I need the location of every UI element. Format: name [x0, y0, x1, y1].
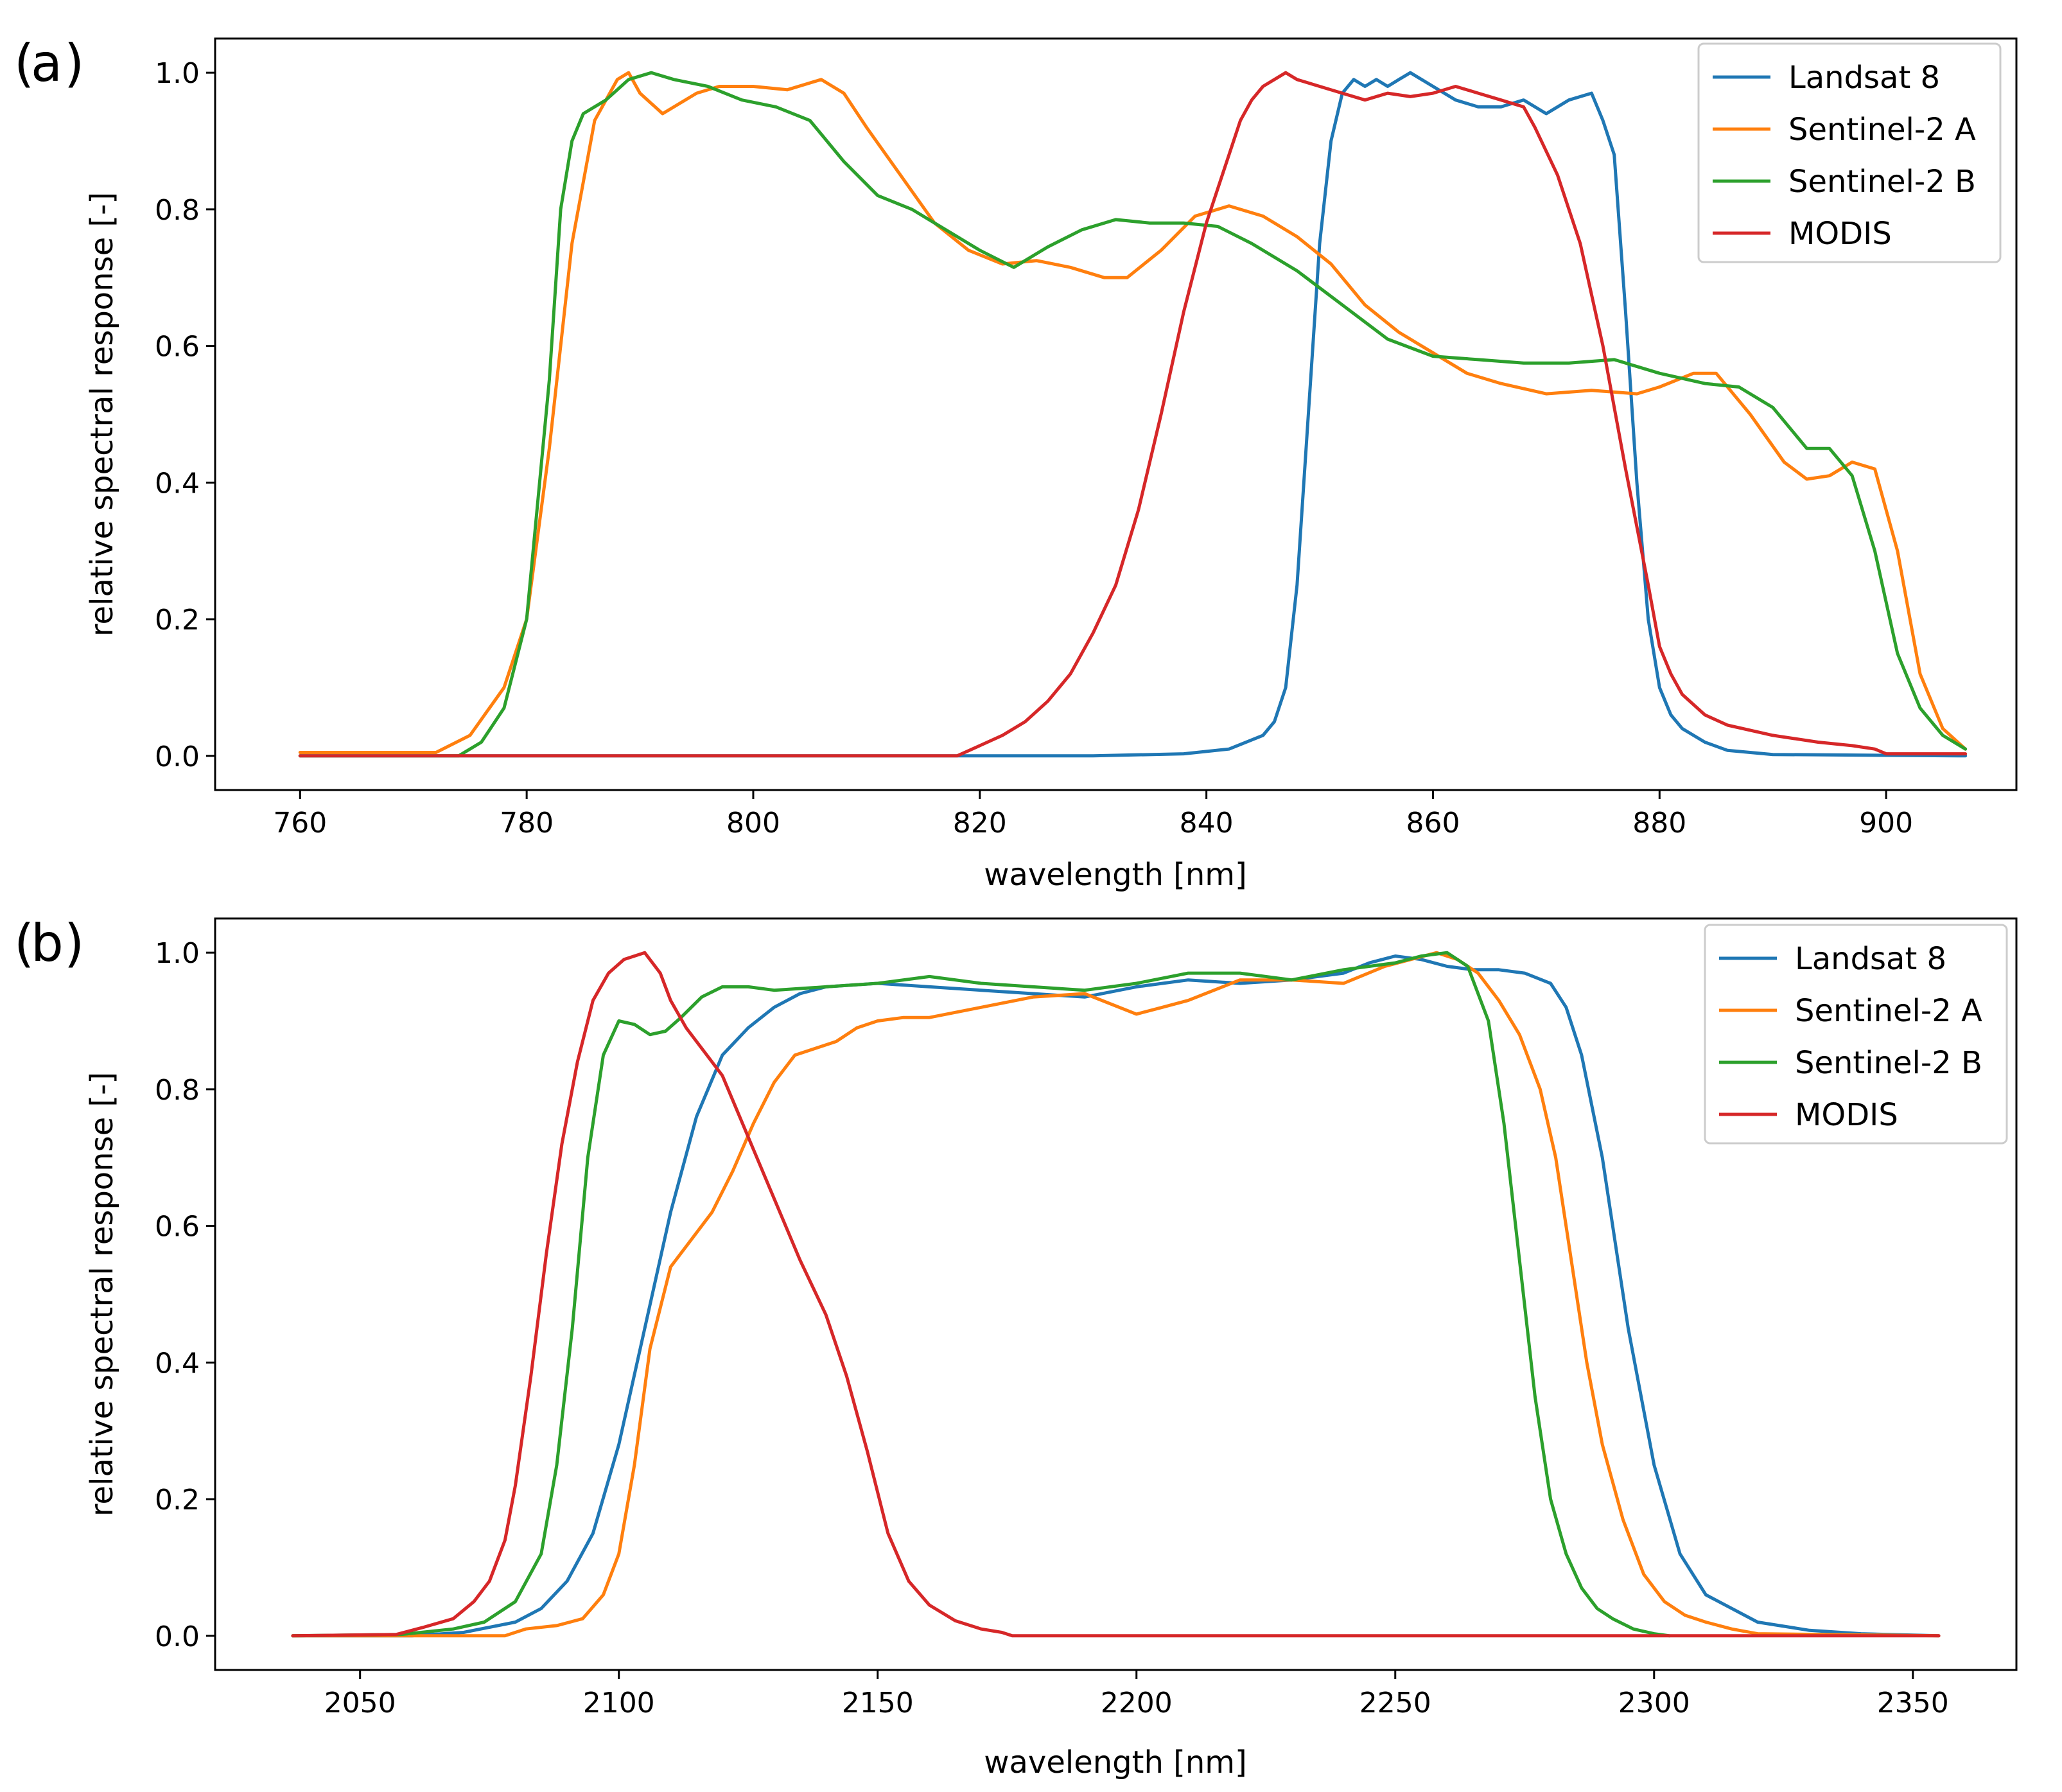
panel-b-label: b [31, 913, 64, 973]
y-tick-label: 0.2 [155, 604, 200, 637]
legend-entry-label: MODIS [1795, 1097, 1898, 1133]
legend-box [1697, 42, 2002, 263]
x-tick-label: 2050 [324, 1687, 396, 1719]
x-tick-label: 2250 [1359, 1687, 1431, 1719]
legend-entry-label: MODIS [1788, 216, 1892, 252]
y-tick-label: 0.4 [155, 467, 200, 500]
x-tick-label: 820 [953, 807, 1007, 839]
y-tick-label: 0.6 [155, 1211, 200, 1243]
x-tick-label: 880 [1632, 807, 1686, 839]
panel-a-label: a [31, 33, 62, 93]
svg-text:): ) [64, 33, 84, 93]
legend-entry-label: Sentinel-2 A [1795, 993, 1982, 1029]
legend: Landsat 8 Sentinel-2 A Sentinel-2 B MODIS [1697, 42, 2002, 263]
legend-entry-label: Landsat 8 [1795, 941, 1946, 977]
x-tick-label: 800 [726, 807, 780, 839]
legend-entry-label: Sentinel-2 B [1795, 1045, 1982, 1081]
x-tick-label: 780 [500, 807, 554, 839]
panel-b: ( b ) 2050 2100 2150 2200 2250 2300 2350 0.0 0.2… [14, 913, 2018, 1780]
series-line-landsat-8 [291, 954, 1941, 1638]
x-tick-label: 2300 [1618, 1687, 1690, 1719]
y-tick-label: 0.8 [155, 194, 200, 227]
x-tick-label: 840 [1180, 807, 1234, 839]
x-axis-label: wavelength [nm] [984, 857, 1247, 893]
y-tick-label: 0.2 [155, 1484, 200, 1516]
series-line-modis [298, 71, 1968, 758]
series-line-sentinel-2-b [298, 71, 1968, 758]
y-tick-label: 0.8 [155, 1074, 200, 1107]
series-line-sentinel-2-a [291, 951, 1941, 1638]
panel-a: ( a ) 760 780 800 820 840 860 880 900 0.0 0.2 0.4 0… [14, 33, 2018, 893]
plot-frame [214, 917, 2018, 1671]
series-line-landsat-8 [298, 71, 1968, 758]
y-tick-label: 1.0 [155, 57, 200, 90]
svg-text:(: ( [14, 913, 34, 973]
legend-entry-label: Landsat 8 [1788, 60, 1940, 96]
y-tick-label: 0.0 [155, 1621, 200, 1653]
legend-entry-label: Sentinel-2 B [1788, 164, 1976, 200]
y-tick-label: 0.6 [155, 331, 200, 364]
y-tick-label: 1.0 [155, 937, 200, 970]
series-line-modis [291, 951, 1941, 1638]
x-tick-label: 2350 [1877, 1687, 1949, 1719]
y-axis-label: relative spectral response [-] [84, 192, 120, 637]
legend-box [1704, 924, 2008, 1145]
x-tick-label: 860 [1406, 807, 1460, 839]
svg-text:(: ( [14, 33, 34, 93]
y-axis-label: relative spectral response [-] [84, 1072, 120, 1516]
x-tick-label: 2150 [842, 1687, 914, 1719]
x-tick-label: 760 [273, 807, 327, 839]
x-axis-label: wavelength [nm] [984, 1744, 1247, 1780]
legend-entry-label: Sentinel-2 A [1788, 112, 1976, 148]
x-tick-label: 900 [1859, 807, 1913, 839]
svg-text:): ) [64, 913, 84, 973]
series-line-sentinel-2-b [291, 951, 1672, 1638]
x-tick-label: 2100 [583, 1687, 655, 1719]
x-tick-label: 2200 [1101, 1687, 1173, 1719]
y-tick-label: 0.4 [155, 1347, 200, 1380]
series-line-sentinel-2-a [298, 71, 1968, 754]
legend: Landsat 8 Sentinel-2 A Sentinel-2 B MODIS [1704, 924, 2008, 1145]
plot-frame [214, 37, 2018, 791]
y-tick-label: 0.0 [155, 741, 200, 773]
